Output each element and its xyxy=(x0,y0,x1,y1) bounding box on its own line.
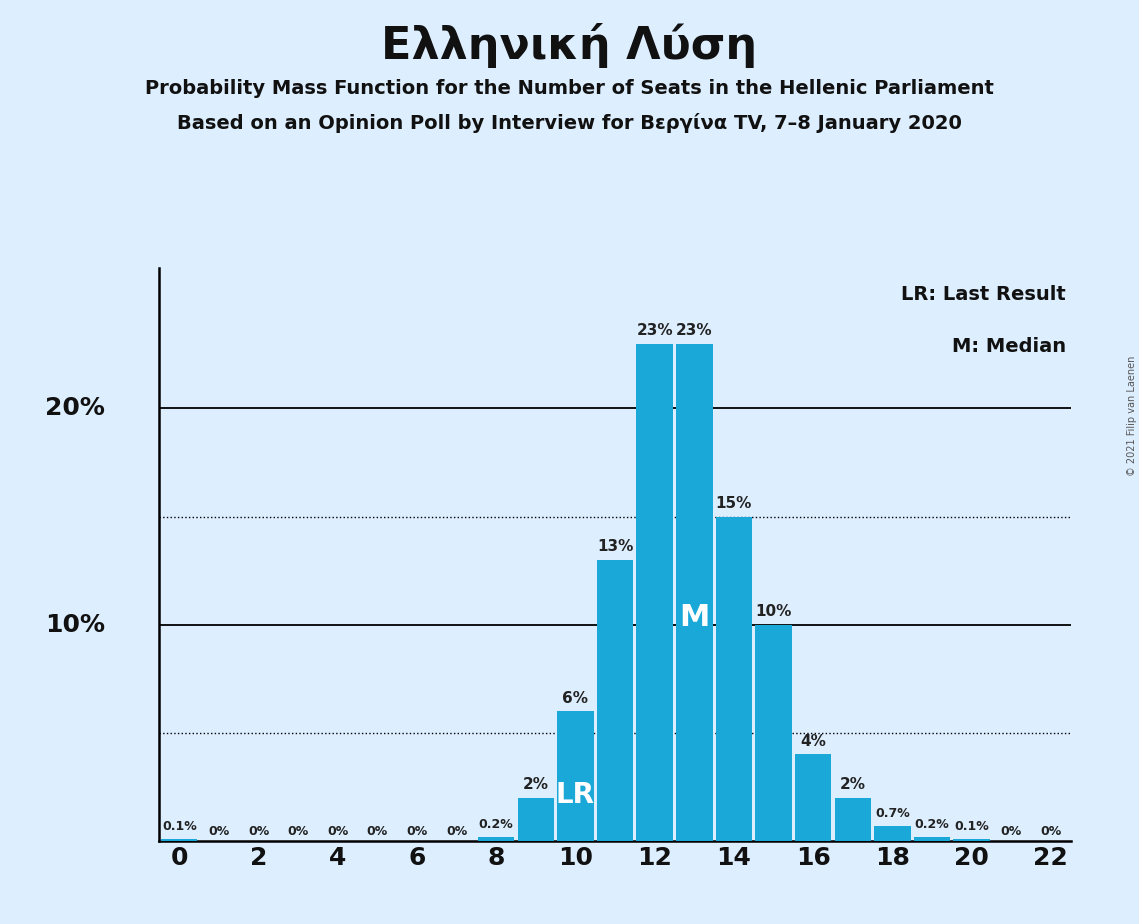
Bar xyxy=(795,754,831,841)
Text: 15%: 15% xyxy=(715,496,752,511)
Text: © 2021 Filip van Laenen: © 2021 Filip van Laenen xyxy=(1126,356,1137,476)
Text: LR: LR xyxy=(556,782,595,809)
Text: 0.1%: 0.1% xyxy=(954,821,989,833)
Text: 6%: 6% xyxy=(563,691,589,706)
Bar xyxy=(715,517,752,841)
Text: Ελληνική Λύση: Ελληνική Λύση xyxy=(382,23,757,68)
Text: Based on an Opinion Poll by Interview for Βεργίνα TV, 7–8 January 2020: Based on an Opinion Poll by Interview fo… xyxy=(177,113,962,133)
Text: 23%: 23% xyxy=(675,323,713,338)
Text: 20%: 20% xyxy=(44,396,105,420)
Bar xyxy=(637,344,673,841)
Bar xyxy=(953,839,990,841)
Text: Probability Mass Function for the Number of Seats in the Hellenic Parliament: Probability Mass Function for the Number… xyxy=(145,79,994,98)
Bar xyxy=(597,560,633,841)
Text: 0%: 0% xyxy=(367,824,388,837)
Bar xyxy=(913,836,950,841)
Text: M: M xyxy=(679,602,710,632)
Bar xyxy=(677,344,713,841)
Bar xyxy=(557,711,593,841)
Bar xyxy=(874,826,910,841)
Text: 0.1%: 0.1% xyxy=(162,821,197,833)
Text: 2%: 2% xyxy=(523,777,549,792)
Bar xyxy=(755,625,792,841)
Text: 13%: 13% xyxy=(597,540,633,554)
Text: M: Median: M: Median xyxy=(952,336,1066,356)
Text: 0%: 0% xyxy=(327,824,349,837)
Text: 4%: 4% xyxy=(801,734,826,749)
Text: 0%: 0% xyxy=(248,824,269,837)
Text: 0%: 0% xyxy=(407,824,427,837)
Bar xyxy=(161,839,197,841)
Text: 0%: 0% xyxy=(1040,824,1062,837)
Text: 10%: 10% xyxy=(755,604,792,619)
Text: 0%: 0% xyxy=(1000,824,1022,837)
Text: LR: Last Result: LR: Last Result xyxy=(901,286,1066,304)
Text: 0.7%: 0.7% xyxy=(875,808,910,821)
Text: 0.2%: 0.2% xyxy=(478,818,514,831)
Text: 23%: 23% xyxy=(637,323,673,338)
Bar xyxy=(835,797,871,841)
Text: 0%: 0% xyxy=(446,824,467,837)
Text: 10%: 10% xyxy=(44,613,105,637)
Text: 2%: 2% xyxy=(839,777,866,792)
Text: 0%: 0% xyxy=(208,824,230,837)
Bar xyxy=(478,836,515,841)
Bar xyxy=(517,797,554,841)
Text: 0.2%: 0.2% xyxy=(915,818,950,831)
Text: 0%: 0% xyxy=(287,824,309,837)
